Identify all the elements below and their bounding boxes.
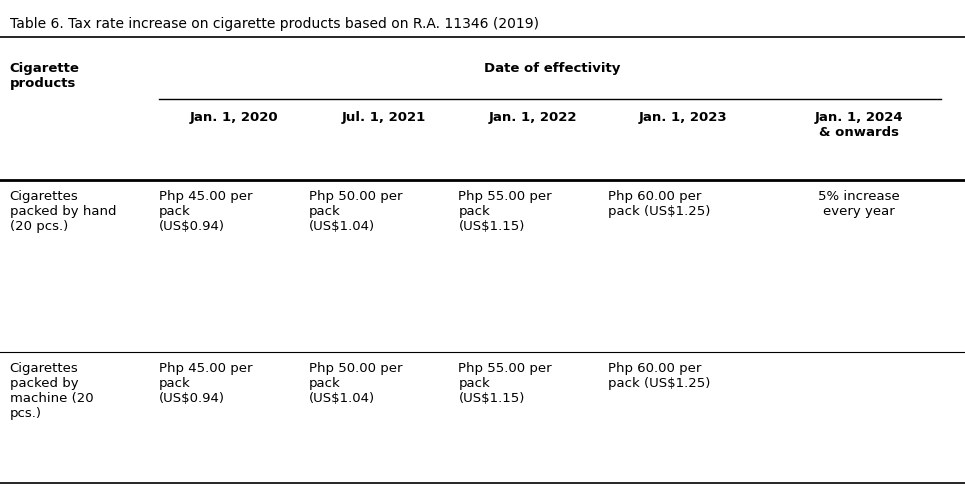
Text: Php 45.00 per
pack
(US$0.94): Php 45.00 per pack (US$0.94) bbox=[159, 362, 253, 405]
Text: Cigarettes
packed by hand
(20 pcs.): Cigarettes packed by hand (20 pcs.) bbox=[10, 190, 116, 233]
Text: Jan. 1, 2020: Jan. 1, 2020 bbox=[190, 111, 278, 124]
Text: Jan. 1, 2022: Jan. 1, 2022 bbox=[489, 111, 577, 124]
Text: 5% increase
every year: 5% increase every year bbox=[818, 190, 899, 218]
Text: Php 55.00 per
pack
(US$1.15): Php 55.00 per pack (US$1.15) bbox=[458, 362, 552, 405]
Text: Php 55.00 per
pack
(US$1.15): Php 55.00 per pack (US$1.15) bbox=[458, 190, 552, 233]
Text: Php 50.00 per
pack
(US$1.04): Php 50.00 per pack (US$1.04) bbox=[309, 362, 402, 405]
Text: Date of effectivity: Date of effectivity bbox=[484, 62, 620, 74]
Text: Php 60.00 per
pack (US$1.25): Php 60.00 per pack (US$1.25) bbox=[608, 362, 710, 390]
Text: Php 50.00 per
pack
(US$1.04): Php 50.00 per pack (US$1.04) bbox=[309, 190, 402, 233]
Text: Cigarettes
packed by
machine (20
pcs.): Cigarettes packed by machine (20 pcs.) bbox=[10, 362, 94, 421]
Text: Cigarette
products: Cigarette products bbox=[10, 62, 79, 90]
Text: Php 45.00 per
pack
(US$0.94): Php 45.00 per pack (US$0.94) bbox=[159, 190, 253, 233]
Text: Jul. 1, 2021: Jul. 1, 2021 bbox=[342, 111, 426, 124]
Text: Php 60.00 per
pack (US$1.25): Php 60.00 per pack (US$1.25) bbox=[608, 190, 710, 218]
Text: Jan. 1, 2023: Jan. 1, 2023 bbox=[639, 111, 727, 124]
Text: Jan. 1, 2024
& onwards: Jan. 1, 2024 & onwards bbox=[814, 111, 903, 139]
Text: Table 6. Tax rate increase on cigarette products based on R.A. 11346 (2019): Table 6. Tax rate increase on cigarette … bbox=[10, 17, 538, 31]
